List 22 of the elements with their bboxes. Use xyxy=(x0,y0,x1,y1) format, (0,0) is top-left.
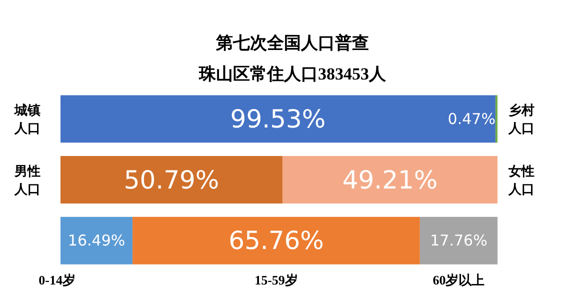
data-label: 65.76% xyxy=(228,226,324,256)
bar xyxy=(60,156,282,204)
text: 60岁以上 xyxy=(432,272,485,288)
bar xyxy=(60,216,133,264)
chart-subtitle: 珠山区常住人口383453人 xyxy=(198,64,387,84)
text: 乡村人口 xyxy=(507,102,534,136)
text: 城镇人口 xyxy=(14,102,41,136)
bar xyxy=(60,95,496,143)
text: 男性人口 xyxy=(14,163,41,196)
data-label: 17.76% xyxy=(430,232,488,250)
data-label: 50.79% xyxy=(124,165,220,194)
data-label: 49.21% xyxy=(342,165,438,194)
text: 15-59岁 xyxy=(254,272,298,288)
text: 0-14岁 xyxy=(38,272,76,288)
chart-title: 第七次全国人口普查 xyxy=(215,32,369,52)
bar xyxy=(282,156,498,204)
text: 女性人口 xyxy=(507,163,534,196)
bar xyxy=(132,216,420,264)
data-label: 99.53% xyxy=(230,104,326,134)
data-label: 16.49% xyxy=(68,232,126,250)
bar xyxy=(420,216,498,264)
data-label: 0.47% xyxy=(448,110,496,128)
